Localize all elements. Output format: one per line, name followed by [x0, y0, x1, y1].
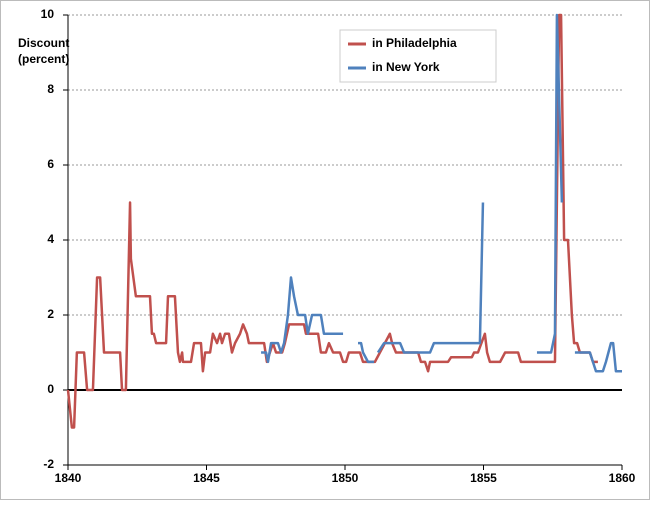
y-tick-label: -2 [43, 457, 54, 471]
legend-box [339, 29, 497, 83]
y-axis-label: (percent) [18, 52, 69, 66]
y-axis-label: Discount [18, 36, 69, 50]
x-tick-label: 1845 [193, 471, 220, 485]
y-tick-label: 4 [47, 232, 54, 246]
legend-label: in Philadelphia [372, 36, 457, 50]
y-tick-label: 8 [47, 82, 54, 96]
x-tick-label: 1850 [332, 471, 359, 485]
series-line [261, 13, 622, 373]
y-tick-label: 10 [41, 7, 55, 21]
x-tick-label: 1840 [55, 471, 82, 485]
y-tick-label: 0 [47, 382, 54, 396]
x-tick-label: 1860 [609, 471, 636, 485]
y-tick-label: 6 [47, 157, 54, 171]
y-tick-label: 2 [47, 307, 54, 321]
series-line [66, 13, 598, 429]
legend-label: in New York [372, 60, 440, 74]
x-tick-label: 1855 [470, 471, 497, 485]
